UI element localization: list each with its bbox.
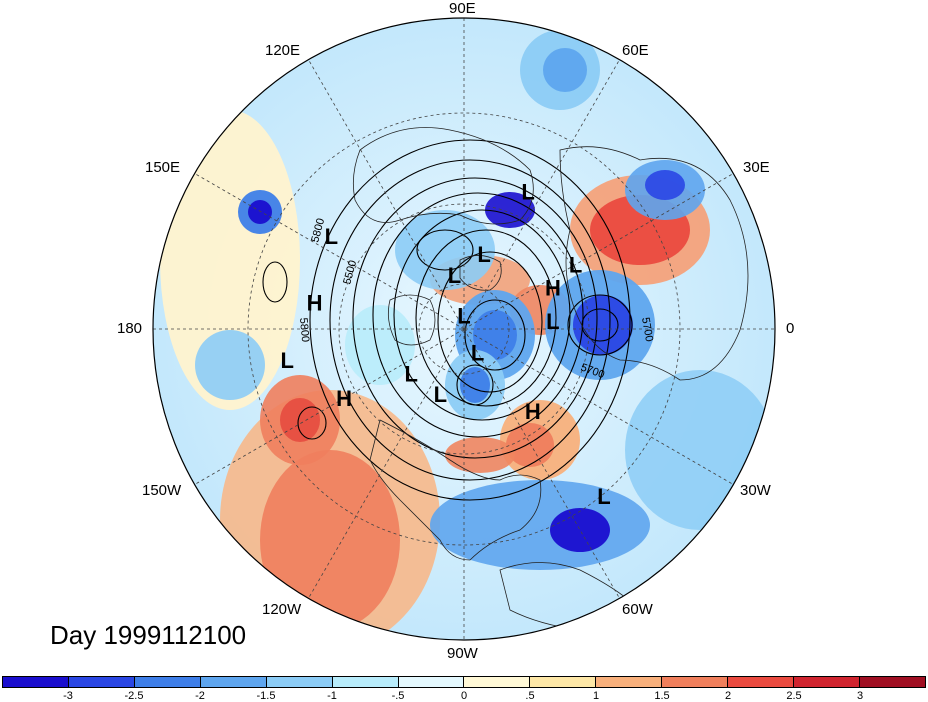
colorbar-tick-label: -1: [327, 690, 337, 702]
lon-label-60e: 60E: [622, 42, 649, 59]
lon-label-120e: 120E: [265, 42, 301, 59]
colorbar-swatch: [662, 677, 729, 687]
colorbar-swatch: [332, 677, 399, 687]
map-title: Day 1999112100: [50, 620, 247, 650]
colorbar-tick-label: -3: [63, 690, 73, 702]
high-center-label: H: [525, 399, 541, 424]
map-boundary: [152, 17, 776, 641]
colorbar-swatch: [134, 677, 201, 687]
colorbar-tick-label: 0: [460, 690, 468, 702]
colorbar: -3 -2.5 -2 -1.5 -1 -.5 0 .5 1 1.5 2 2.5 3: [0, 676, 928, 702]
colorbar-swatch: [530, 677, 597, 687]
colorbar-tick-label: .5: [525, 690, 535, 702]
lon-label-180: 180: [117, 320, 143, 337]
low-center-label: L: [471, 341, 484, 366]
high-center-label: H: [307, 291, 323, 316]
colorbar-swatch: [68, 677, 135, 687]
low-center-label: L: [325, 224, 338, 249]
colorbar-tick-label: 2: [724, 690, 732, 702]
lon-label-90e: 90E: [449, 0, 476, 17]
colorbar-swatch: [596, 677, 663, 687]
contour-labels: 5800 5500 5800 5700 5700: [297, 217, 655, 381]
lon-label-30e: 30E: [743, 159, 770, 176]
colorbar-swatch: [464, 677, 531, 687]
lon-label-0: 0: [786, 320, 795, 337]
contour-label: 5800: [297, 317, 311, 342]
lon-label-150w: 150W: [142, 482, 182, 499]
lon-label-30w: 30W: [740, 482, 771, 499]
low-center-label: L: [569, 253, 582, 278]
colorbar-tick-label: -.5: [391, 690, 405, 702]
colorbar-tick-label: 1.5: [654, 690, 670, 702]
lon-label-90w: 90W: [447, 645, 478, 662]
colorbar-swatch: [794, 677, 860, 687]
graticule: [153, 18, 775, 640]
low-center-label: L: [477, 242, 490, 267]
high-center-label: H: [336, 386, 352, 411]
low-center-label: L: [457, 303, 470, 328]
colorbar-swatch: [266, 677, 333, 687]
colorbar-swatch: [728, 677, 795, 687]
colorbar-swatch: [3, 677, 69, 687]
lon-label-60w: 60W: [622, 601, 653, 618]
contour-label: 5700: [639, 316, 655, 342]
height-contours: [262, 139, 633, 501]
low-center-label: L: [404, 361, 417, 386]
low-center-label: L: [448, 263, 461, 288]
lon-label-120w: 120W: [262, 601, 302, 618]
colorbar-tick-label: -2: [195, 690, 205, 702]
colorbar-swatch: [859, 677, 925, 687]
colorbar-tick-label: 2.5: [786, 690, 802, 702]
low-center-label: L: [280, 348, 293, 373]
colorbar-tick-label: 3: [856, 690, 864, 702]
colorbar-swatches: [2, 676, 926, 688]
low-center-label: L: [597, 484, 610, 509]
colorbar-swatch: [200, 677, 267, 687]
colorbar-tick-label: -1.5: [256, 690, 276, 702]
colorbar-tick-label: -2.5: [124, 690, 144, 702]
colorbar-tick-label: 1: [592, 690, 600, 702]
lon-label-150e: 150E: [145, 159, 181, 176]
low-center-label: L: [434, 382, 447, 407]
high-center-label: H: [545, 276, 561, 301]
low-center-label: L: [521, 180, 534, 205]
colorbar-swatch: [398, 677, 465, 687]
low-center-label: L: [546, 309, 559, 334]
